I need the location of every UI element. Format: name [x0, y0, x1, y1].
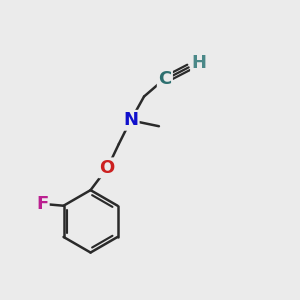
Text: O: O — [99, 159, 115, 177]
Text: H: H — [191, 54, 206, 72]
Text: C: C — [158, 70, 172, 88]
Text: F: F — [36, 195, 48, 213]
Text: N: N — [123, 111, 138, 129]
